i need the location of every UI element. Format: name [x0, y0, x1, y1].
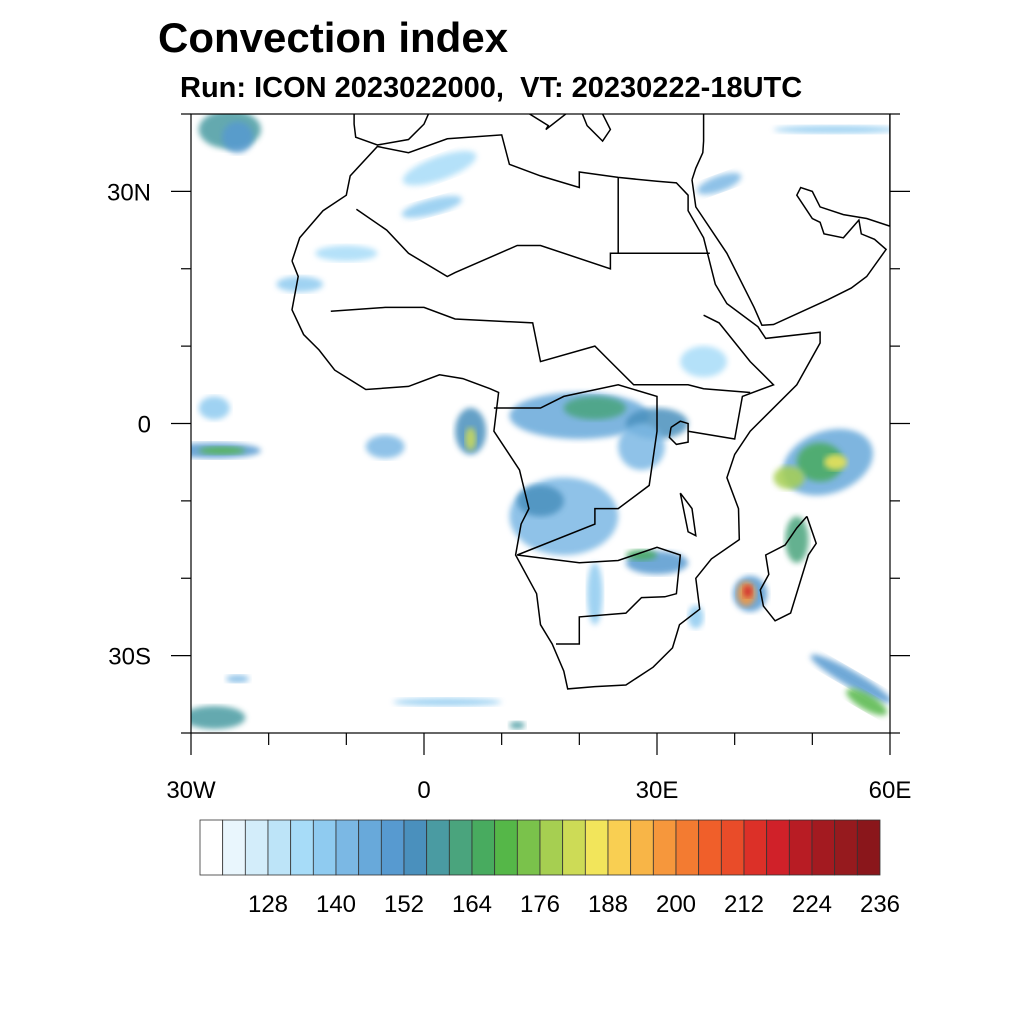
colorbar-swatch — [788, 819, 813, 876]
convection-cell — [401, 195, 462, 218]
colorbar-swatch — [516, 819, 541, 876]
colorbar-swatch — [380, 819, 405, 876]
lat-tick-label: 30S — [108, 644, 151, 671]
colorbar-swatch — [312, 819, 337, 876]
convection-cell — [587, 562, 603, 625]
chart-subtitle: Run: ICON 2023022000, VT: 20230222-18UTC — [180, 72, 803, 104]
colorbar-swatch — [811, 819, 836, 876]
coastlines-borders — [291, 114, 890, 690]
colorbar-swatch — [675, 819, 700, 876]
convection-cell — [785, 516, 809, 563]
border-nile — [617, 177, 710, 255]
colorbar-swatch — [199, 819, 224, 876]
colorbar-swatch — [539, 819, 564, 876]
lake-victoria — [668, 420, 689, 446]
convection-cell — [509, 721, 525, 730]
convection-cell — [191, 705, 246, 730]
convection-cell — [315, 245, 378, 262]
border-sahel — [330, 306, 751, 394]
lon-tick-label: 30E — [636, 777, 679, 804]
colorbar-swatch — [244, 819, 269, 876]
convection-cell — [823, 454, 848, 470]
colorbar-swatch — [267, 819, 292, 876]
colorbar-swatch — [290, 819, 314, 876]
convection-cell — [563, 396, 626, 420]
convection-cell — [697, 172, 742, 195]
colorbar-swatch — [494, 819, 518, 876]
convection-cell — [402, 150, 477, 186]
colorbar-label: 152 — [384, 891, 424, 918]
convection-cell — [222, 121, 254, 153]
convection-field — [191, 114, 890, 730]
convection-cell — [225, 674, 250, 683]
convection-cell — [773, 125, 890, 134]
colorbar-swatch — [222, 819, 246, 876]
convection-cell — [618, 423, 665, 471]
africa-coastline — [291, 134, 821, 690]
convection-cell — [365, 435, 405, 459]
colorbar-label: 188 — [588, 891, 628, 918]
colorbar-label: 224 — [792, 891, 832, 918]
lon-tick-label: 0 — [417, 777, 430, 804]
colorbar-swatch — [426, 819, 450, 876]
colorbar-swatch — [630, 819, 654, 876]
colorbar-swatch — [856, 819, 881, 876]
europe-coastline — [353, 114, 430, 146]
border-central — [493, 384, 658, 556]
lon-tick-label: 60E — [869, 777, 912, 804]
border-east — [687, 314, 775, 440]
lon-tick-label: 30W — [166, 777, 216, 804]
convection-cell — [810, 654, 890, 704]
colorbar-swatch — [720, 819, 745, 876]
colorbar-label: 140 — [316, 891, 356, 918]
convection-cell — [392, 698, 502, 706]
border-south — [517, 546, 682, 645]
convection-cell — [680, 346, 727, 378]
lat-tick-label: 30N — [107, 179, 151, 206]
convection-cell — [625, 549, 658, 561]
convection-cell — [465, 427, 477, 451]
colorbar-swatch — [698, 819, 722, 876]
lat-tick-label: 0 — [138, 412, 151, 439]
colorbar-swatch — [471, 819, 496, 876]
colorbar-label: 128 — [248, 891, 288, 918]
colorbar-swatch — [584, 819, 609, 876]
convection-cell — [198, 396, 230, 420]
greece-coastline — [581, 114, 612, 143]
convection-cell — [743, 585, 753, 598]
colorbar-label: 236 — [860, 891, 900, 918]
colorbar-swatch — [335, 819, 360, 876]
colorbar-label: 212 — [724, 891, 764, 918]
colorbar-swatch — [358, 819, 382, 876]
colorbar-swatch — [766, 819, 790, 876]
colorbar-swatch — [448, 819, 473, 876]
colorbar-swatch — [743, 819, 768, 876]
convection-cell — [688, 605, 704, 629]
colorbar-swatch — [403, 819, 428, 876]
arabia-coastline — [691, 114, 890, 326]
italy-coastline — [528, 114, 567, 131]
colorbar-swatch — [562, 819, 586, 876]
colorbar-label: 164 — [452, 891, 492, 918]
border-lakes — [679, 492, 697, 538]
convection-cell — [276, 276, 324, 292]
convection-cell — [796, 442, 844, 482]
colorbar-swatch — [834, 819, 858, 876]
colorbar-swatch — [607, 819, 632, 876]
colorbar-label: 176 — [520, 891, 560, 918]
colorbar-swatch — [652, 819, 677, 876]
convection-cell — [846, 688, 888, 716]
colorbar-label: 200 — [656, 891, 696, 918]
convection-cell — [773, 466, 805, 490]
border-sahara — [355, 208, 704, 278]
axis-ticks: 30W 0 30E 60E 30N 0 30S — [107, 113, 912, 804]
madagascar-coastline — [759, 515, 818, 622]
colorbar: 128 140 152 164 176 188 200 212 224 236 — [199, 819, 900, 918]
convection-cell — [198, 446, 246, 455]
chart-title: Convection index — [158, 14, 509, 61]
